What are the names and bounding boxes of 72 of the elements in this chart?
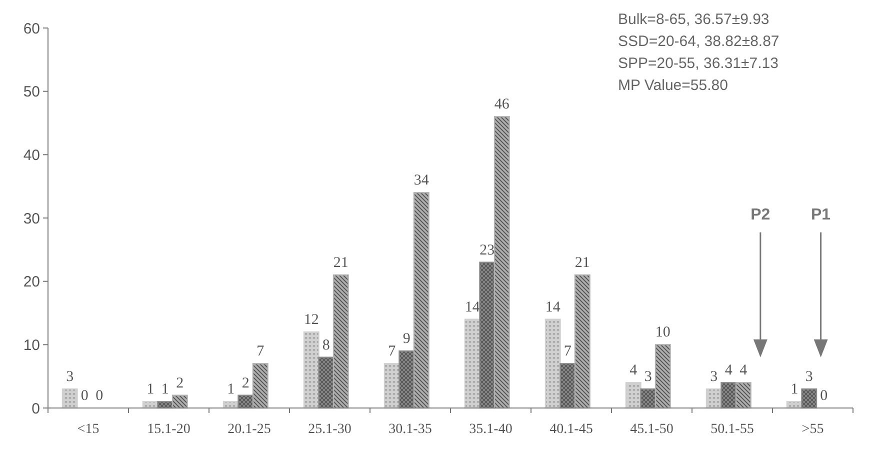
bar: [398, 350, 415, 409]
bar: [303, 331, 320, 409]
bar: [574, 274, 590, 409]
bar: [252, 363, 268, 409]
y-tick-label: 20: [23, 274, 40, 291]
x-tick-label: 50.1-55: [710, 422, 754, 437]
data-label: 3: [710, 369, 718, 385]
bar: [479, 262, 496, 409]
data-label: 14: [545, 299, 561, 316]
data-label: 4: [630, 362, 638, 379]
data-label: 7: [564, 344, 572, 360]
x-tick-label: 40.1-45: [550, 422, 593, 437]
bar: [720, 382, 737, 409]
data-label: 2: [242, 375, 250, 392]
bar: [801, 388, 818, 409]
bar: [172, 394, 188, 409]
annotation: P1: [811, 206, 831, 224]
bar: [332, 274, 349, 409]
x-tick-label: <15: [77, 422, 100, 437]
data-label: 1: [146, 382, 154, 398]
y-tick-label: 40: [23, 146, 40, 164]
x-tick-label: 15.1-20: [147, 422, 190, 437]
data-label: 7: [256, 344, 265, 360]
data-label: 1: [790, 382, 798, 398]
data-label: 4: [724, 362, 733, 379]
bar: [62, 388, 78, 409]
data-label: 34: [414, 172, 430, 189]
bar: [464, 318, 480, 409]
bar: [318, 356, 334, 409]
data-label: 23: [480, 242, 495, 258]
data-label: 21: [333, 255, 348, 271]
data-label: 3: [66, 369, 74, 385]
data-label: 21: [574, 255, 590, 271]
data-label: 7: [388, 344, 396, 360]
data-label: 8: [322, 337, 330, 354]
data-label: 0: [96, 388, 104, 404]
y-tick-label: 0: [32, 400, 40, 418]
bar: [560, 363, 576, 409]
y-tick-label: 30: [23, 210, 40, 228]
data-label: 0: [820, 388, 828, 404]
data-label: 14: [464, 299, 480, 316]
x-tick-label: 25.1-30: [308, 422, 352, 437]
annotation: P2: [750, 206, 770, 224]
x-tick-label: 35.1-40: [469, 422, 512, 437]
data-label: 3: [644, 369, 652, 385]
x-tick-label: 20.1-25: [228, 422, 271, 437]
data-label: 0: [80, 388, 88, 404]
annotation: SSD=20-64, 38.82±8.87: [618, 33, 780, 50]
bar: [654, 344, 671, 409]
text: Bulk=8-65, 36.57±9.93: [618, 11, 770, 28]
bar: [544, 318, 561, 409]
bar: [413, 192, 430, 409]
y-tick-label: 10: [23, 336, 40, 354]
annotation: MP Value=55.80: [618, 77, 728, 94]
data-label: 46: [494, 96, 510, 113]
data-label: 2: [176, 375, 184, 392]
bar: [625, 382, 642, 409]
data-label: 1: [161, 382, 169, 398]
bar: [735, 382, 752, 409]
data-label: 12: [304, 312, 319, 328]
annotation: SPP=20-55, 36.31±7.13: [618, 55, 778, 72]
x-tick-label: 45.1-50: [630, 422, 674, 437]
data-label: 10: [655, 324, 670, 341]
data-label: 1: [227, 382, 235, 398]
y-tick-label: 60: [23, 20, 40, 38]
data-label: 4: [740, 362, 748, 379]
x-tick-label: 30.1-35: [388, 422, 432, 437]
bar: [494, 116, 510, 409]
x-tick-label: >55: [802, 422, 824, 437]
y-tick-label: 50: [23, 84, 40, 101]
data-label: 9: [402, 331, 410, 347]
data-label: 3: [805, 369, 813, 385]
